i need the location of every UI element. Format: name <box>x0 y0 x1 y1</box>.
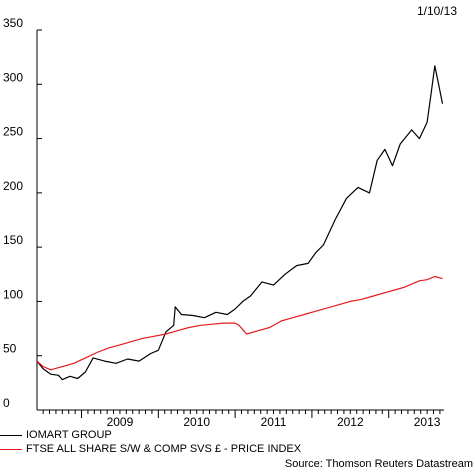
x-tick-label: 2010 <box>183 415 210 429</box>
x-tick-label: 2011 <box>261 415 287 429</box>
x-tick-label: 2009 <box>107 415 134 429</box>
legend-item-ftse: FTSE ALL SHARE S/W & COMP SVS £ - PRICE … <box>0 442 301 456</box>
date-label: 1/10/13 <box>416 4 457 18</box>
y-tick-label: 300 <box>3 70 23 84</box>
legend-item-iomart: IOMART GROUP <box>0 428 301 442</box>
y-tick-label: 150 <box>3 233 23 247</box>
y-tick-label: 350 <box>3 16 23 30</box>
series-line-0 <box>36 65 444 381</box>
line-chart: 0 50 100 150 200 250 300 350 2009 2010 2011 2012 201… <box>3 16 444 429</box>
y-tick-label: 50 <box>3 342 17 356</box>
y-tick-label: 0 <box>3 396 10 410</box>
y-tick-label: 250 <box>3 125 23 139</box>
legend-label-iomart: IOMART GROUP <box>26 429 112 441</box>
legend-label-ftse: FTSE ALL SHARE S/W & COMP SVS £ - PRICE … <box>26 443 302 455</box>
legend-swatch-ftse <box>0 448 22 450</box>
legend-swatch-iomart <box>0 434 22 436</box>
legend: IOMART GROUP FTSE ALL SHARE S/W & COMP S… <box>0 428 301 456</box>
source-label: Source: Thomson Reuters Datastream <box>284 458 473 470</box>
series-line-1 <box>36 275 443 371</box>
y-tick-label: 100 <box>3 287 23 301</box>
y-tick-label: 200 <box>3 179 23 193</box>
x-tick-label: 2013 <box>414 415 441 429</box>
x-tick-label: 2012 <box>337 415 364 429</box>
chart-axes: 0 50 100 150 200 250 300 350 2009 2010 2011 2012 201… <box>3 16 444 429</box>
series-layer <box>36 65 444 381</box>
